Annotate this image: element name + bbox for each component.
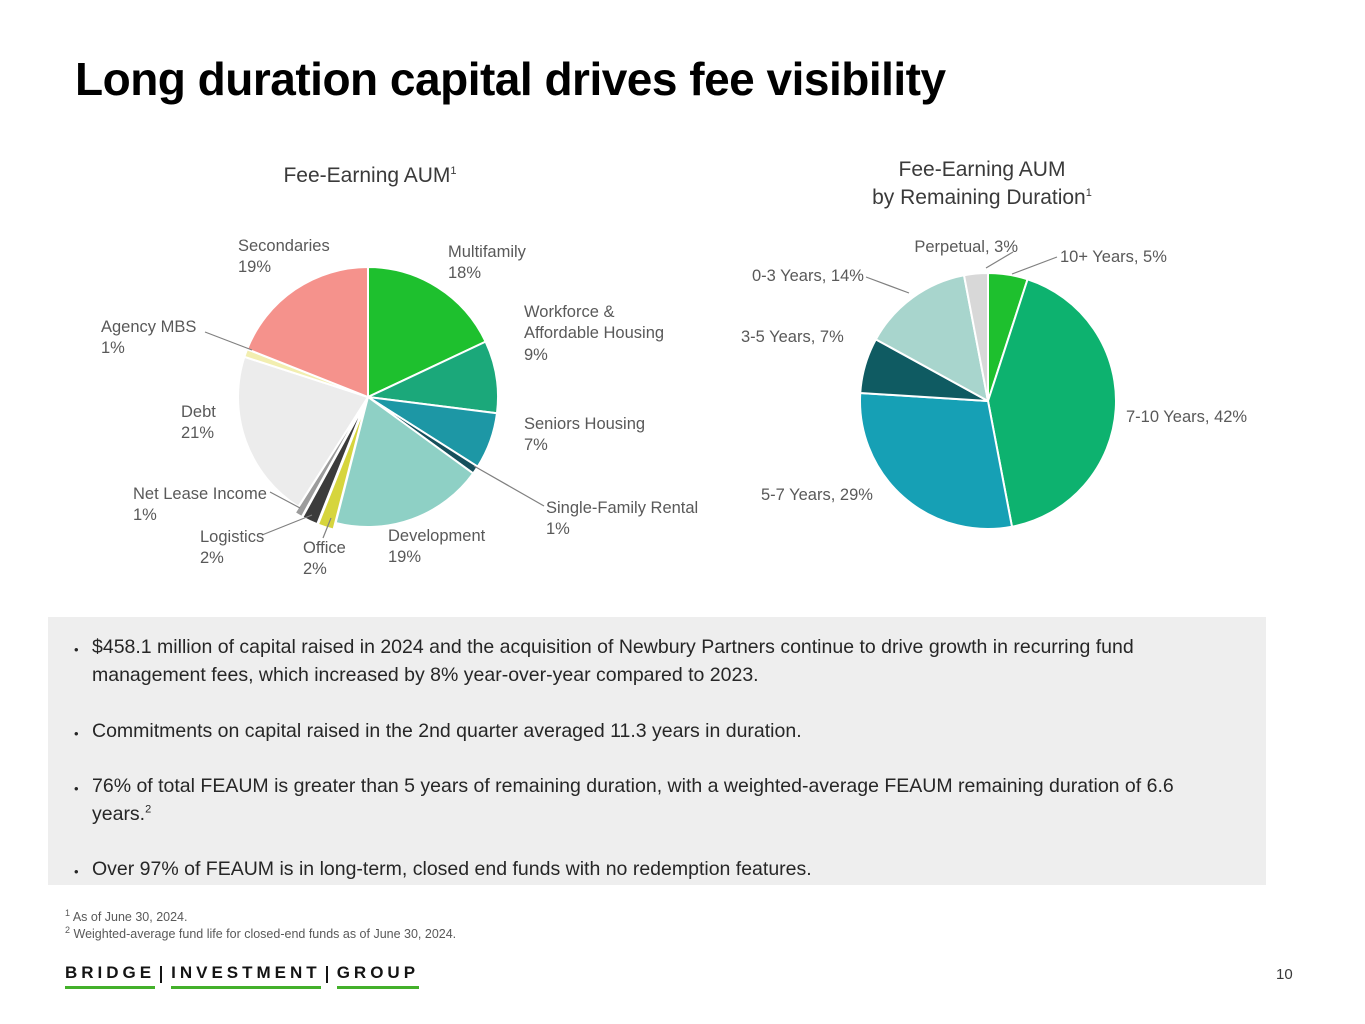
pie-slice-perpetual: [963, 272, 989, 402]
page-number: 10: [1276, 966, 1293, 983]
bullet-text-content: 76% of total FEAUM is greater than 5 yea…: [92, 774, 1174, 826]
footnote-2: 2 Weighted-average fund life for closed-…: [65, 925, 456, 941]
bullet-text: Over 97% of FEAUM is in long-term, close…: [92, 855, 812, 883]
pie-label-workforce-affordable-housing: Workforce & Affordable Housing 9%: [524, 303, 665, 364]
chart-title-footnote-ref: 1: [1085, 186, 1092, 199]
pie-label-perpetual: Perpetual, 3%: [914, 238, 1018, 256]
bullet-marker: [74, 855, 92, 883]
pie-label-secondaries: Secondaries 19%: [238, 237, 330, 277]
pie-label-development: Development 19%: [388, 527, 486, 567]
page-title: Long duration capital drives fee visibil…: [75, 53, 946, 105]
remaining-duration-pie-chart: [859, 272, 1117, 530]
bullet-text-content: Commitments on capital raised in the 2nd…: [92, 719, 802, 742]
pie-label-logistics: Logistics 2%: [200, 528, 265, 568]
logo-word-bridge: BRIDGE: [65, 963, 156, 989]
pie-label-10-plus-years: 10+ Years, 5%: [1060, 248, 1167, 266]
footnote-1: 1 As of June 30, 2024.: [65, 908, 187, 924]
chart-title-duration: Fee-Earning AUM by Remaining Duration1: [812, 156, 1152, 211]
pie-label-debt: Debt 21%: [181, 403, 216, 443]
bullet-item: 76% of total FEAUM is greater than 5 yea…: [74, 772, 1236, 829]
chart-title-text: Fee-Earning AUM: [283, 164, 451, 187]
pie-slice-0-3-years: [874, 274, 989, 402]
bullet-item: Commitments on capital raised in the 2nd…: [74, 717, 1236, 745]
bullet-footnote-ref: 2: [145, 803, 152, 816]
logo-word-investment: INVESTMENT: [171, 963, 321, 989]
bullet-text: 76% of total FEAUM is greater than 5 yea…: [92, 772, 1236, 829]
pie-slice-development: [334, 396, 475, 528]
bullet-item: $458.1 million of capital raised in 2024…: [74, 633, 1236, 690]
bullet-marker: [74, 772, 92, 829]
chart-title-text-line2: by Remaining Duration: [872, 185, 1086, 209]
pie-slice-5-7-years: [859, 391, 1013, 530]
logo-divider: [160, 966, 163, 983]
bullet-text: Commitments on capital raised in the 2nd…: [92, 717, 802, 745]
pie-label-3-5-years: 3-5 Years, 7%: [741, 328, 844, 346]
bullet-text-content: Over 97% of FEAUM is in long-term, close…: [92, 858, 812, 881]
pie-slice-secondaries: [246, 266, 369, 398]
logo-word-group: GROUP: [336, 963, 420, 989]
company-logo: BRIDGE INVESTMENT GROUP: [65, 963, 420, 989]
bullet-marker: [74, 717, 92, 745]
chart-title-fee-earning-aum: Fee-Earning AUM1: [220, 162, 520, 190]
bullet-text-content: $458.1 million of capital raised in 2024…: [92, 636, 1134, 687]
pie-slice-7-10-years: [987, 278, 1117, 528]
pie-label-0-3-years: 0-3 Years, 14%: [752, 267, 864, 285]
pie-label-multifamily: Multifamily 18%: [448, 243, 526, 283]
logo-divider: [325, 966, 328, 983]
bullet-text: $458.1 million of capital raised in 2024…: [92, 633, 1236, 690]
footnote-sup: 2: [65, 925, 71, 935]
pie-slice-multifamily: [367, 266, 487, 398]
pie-label-seniors-housing: Seniors Housing 7%: [524, 415, 646, 455]
highlights-box: $458.1 million of capital raised in 2024…: [48, 617, 1266, 885]
pie-label-5-7-years: 5-7 Years, 29%: [761, 486, 873, 504]
pie-label-7-10-years: 7-10 Years, 42%: [1126, 408, 1248, 426]
pie-label-agency-mbs: Agency MBS 1%: [101, 318, 197, 358]
chart-title-text-line1: Fee-Earning AUM: [898, 158, 1066, 181]
pie-label-single-family-rental: Single-Family Rental 1%: [546, 499, 699, 539]
bullet-item: Over 97% of FEAUM is in long-term, close…: [74, 855, 1236, 883]
chart-title-footnote-ref: 1: [450, 165, 457, 177]
pie-label-net-lease-income: Net Lease Income 1%: [133, 485, 267, 525]
footnote-sup: 1: [65, 908, 71, 918]
pie-label-office: Office 2%: [303, 539, 346, 579]
footnote-text: Weighted-average fund life for closed-en…: [73, 927, 457, 942]
footnote-text: As of June 30, 2024.: [72, 910, 188, 925]
bullet-marker: [74, 633, 92, 690]
